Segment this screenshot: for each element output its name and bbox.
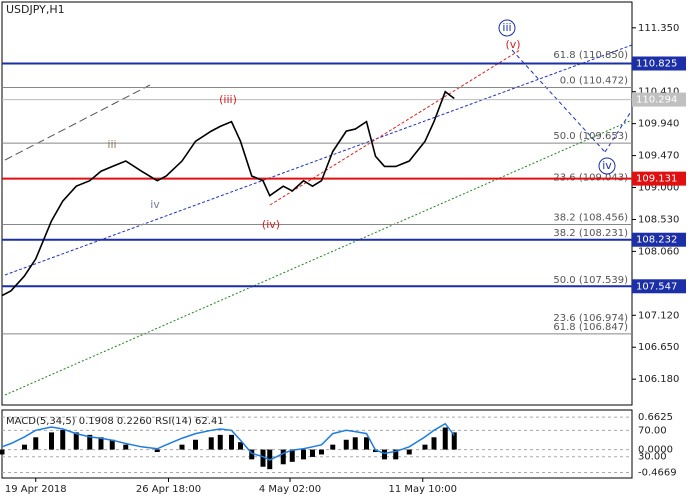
macd-bar [260,449,266,467]
macd-bar [229,434,234,450]
level-label: 107.547 [636,281,677,292]
macd-bar [310,449,315,457]
macd-bar [330,444,336,450]
macd-bar [442,427,448,450]
main-panel [1,1,633,406]
rsi-tick-label: 70.00 [638,425,667,436]
level-label: 109.131 [636,174,677,185]
macd-bar [249,449,255,460]
level-box [632,279,686,294]
macd-bar [193,439,198,450]
macd-bar [343,439,349,450]
macd-bar [123,444,129,450]
macd-bar [33,437,39,450]
fib-label: 50.0 (109.653) [553,131,628,142]
wave-label: iv [150,198,160,211]
channel-line [4,44,633,276]
price-line [1,90,455,297]
channel-line [4,84,151,161]
projection-line [604,109,633,153]
macd-bar [109,439,115,450]
fib-label: 61.8 (110.850) [553,50,628,61]
rsi-tick-label: 30.00 [638,452,667,463]
macd-bar [393,449,399,460]
y-tick-label: 111.350 [638,23,679,34]
fib-label: 38.2 (108.231) [553,228,628,239]
level-label: 108.232 [636,235,677,246]
macd-bar [98,437,104,450]
wave-circle [498,19,516,37]
wave-label: iii [107,138,116,151]
wave-label: (iii) [219,93,237,106]
fib-label: 38.2 (108.456) [553,212,628,223]
macd-tick-label: -0.4669 [638,467,677,478]
macd-bar [422,444,428,450]
wave-label: iii [502,21,511,34]
macd-bar [431,437,437,450]
current-price-label: 110.294 [636,95,677,106]
fib-label: 0.0 (110.472) [560,75,628,86]
macd-bar [49,432,54,450]
wave-label: (iv) [262,218,280,231]
channel-line [269,49,521,206]
y-tick-label: 107.120 [638,310,679,321]
macd-bar [208,437,214,450]
y-tick-label: 108.060 [638,246,679,257]
macd-bar [406,449,412,455]
macd-bar [22,444,27,450]
macd-bar [280,449,286,465]
indicator-label: MACD(5,34,5) 0.1908 0.2260 RSI(14) 62.41 [6,416,224,427]
level-box [632,232,686,247]
macd-tick-label: 0.6625 [638,412,673,423]
macd-bar [238,442,243,450]
y-tick-label: 109.000 [638,183,679,194]
macd-bar [364,437,369,450]
y-tick-label: 106.650 [638,342,679,353]
projection-line [511,49,606,153]
chart-title: USDJPY,H1 [6,3,65,16]
fib-label: 61.8 (106.847) [553,322,628,333]
x-tick-label: 11 May 10:00 [388,484,457,495]
y-tick-label: 108.530 [638,214,679,225]
x-tick-label: 26 Apr 18:00 [136,484,201,495]
y-tick-label: 109.470 [638,151,679,162]
wave-label: (v) [505,38,520,51]
level-label: 110.825 [636,59,677,70]
level-box [632,56,686,71]
macd-bar [217,434,223,450]
macd-bar [0,449,5,455]
fib-label: 50.0 (107.539) [553,275,628,286]
macd-bar [73,432,79,450]
macd-bar [179,444,185,450]
macd-bar [382,449,387,460]
y-tick-label: 109.940 [638,119,679,130]
macd-bar [301,449,306,460]
y-tick-label: 110.410 [638,87,679,98]
y-tick-label: 106.180 [638,374,679,385]
macd-bar [352,437,358,450]
macd-bar [154,449,160,453]
macd-bar [289,449,295,462]
price-box [632,92,686,107]
macd-bar [60,429,66,450]
indicator-panel [1,409,633,479]
x-tick-label: 19 Apr 2018 [5,484,67,495]
macd-bar [87,434,93,450]
rsi-line [1,422,455,461]
fib-label: 23.6 (106.974) [553,313,628,324]
level-box [632,171,686,186]
wave-label: iv [602,159,612,172]
x-tick-label: 4 May 02:00 [259,484,321,495]
wave-circle [598,157,616,175]
macd-bar [451,432,457,450]
macd-tick-label: 0.0000 [638,445,673,456]
macd-bar [319,449,324,455]
